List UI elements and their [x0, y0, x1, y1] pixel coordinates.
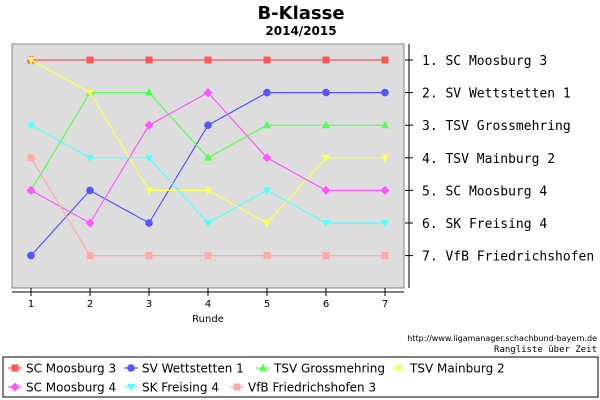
footer-url: http://www.ligamanager.schachbund-bayern… [407, 334, 597, 343]
rank-label: 6. SK Freising 4 [422, 217, 547, 232]
legend-label: TSV Grossmehring [273, 362, 385, 376]
data-point [263, 252, 271, 260]
series-tsv-mainburg-2 [27, 57, 389, 228]
data-point [204, 252, 212, 260]
right-axis: 1. SC Moosburg 3 2. SV Wettstetten 1 3. TS… [405, 44, 600, 288]
series-sk-freising-4 [27, 122, 389, 228]
series-vfb-friedrichshofen-3 [27, 154, 389, 260]
data-point [204, 121, 212, 129]
rank-label: 7. VfB Friedrichshofen 3 [422, 250, 600, 265]
x-tick-label: 5 [264, 299, 270, 310]
x-axis-label: Runde [192, 314, 224, 325]
legend-item: SC Moosburg 3 [8, 362, 116, 376]
legend-item: TSV Mainburg 2 [392, 362, 505, 376]
series-layer [26, 56, 390, 260]
data-point [204, 187, 212, 195]
series-sc-moosburg-4 [26, 88, 390, 228]
legend-item: SC Moosburg 4 [8, 381, 116, 395]
data-point [204, 56, 212, 64]
data-point [381, 88, 389, 97]
data-point [27, 251, 35, 260]
data-point [86, 89, 94, 98]
data-point [262, 153, 272, 163]
x-axis: 1 2 3 4 5 6 7 [12, 288, 404, 310]
data-point [322, 220, 330, 228]
x-tick-label: 7 [382, 299, 388, 310]
data-point [263, 120, 271, 129]
data-point [381, 154, 389, 163]
chart-subtitle: 2014/2015 [265, 24, 336, 38]
legend-marker [127, 364, 135, 372]
data-point [145, 154, 153, 163]
rank-label: 3. TSV Grossmehring [422, 119, 571, 134]
data-point [322, 154, 330, 163]
legend-item: SV Wettstetten 1 [124, 362, 244, 376]
legend-label: TSV Mainburg 2 [409, 362, 505, 376]
data-point [204, 153, 212, 161]
series-sv-wettstetten-1 [27, 88, 389, 260]
x-tick-label: 6 [323, 299, 329, 310]
data-point [27, 154, 35, 162]
data-point [263, 56, 271, 64]
data-point [322, 56, 330, 64]
data-point [85, 218, 95, 228]
plot-area [11, 43, 405, 289]
x-tick-label: 1 [28, 299, 34, 310]
data-point [144, 120, 154, 130]
data-point [263, 220, 271, 228]
rank-label: 1. SC Moosburg 3 [422, 54, 547, 69]
data-point [203, 88, 213, 98]
rank-label: 5. SC Moosburg 4 [422, 184, 547, 199]
series-sc-moosburg-3 [27, 56, 389, 64]
data-point [204, 220, 212, 228]
data-point [86, 186, 94, 195]
legend-label: SC Moosburg 4 [26, 381, 116, 395]
legend-label: VfB Friedrichshofen 3 [248, 381, 376, 395]
data-point [86, 252, 94, 260]
data-point [86, 56, 94, 64]
legend-marker [259, 363, 267, 371]
data-point [27, 122, 35, 130]
rank-label: 4. TSV Mainburg 2 [422, 152, 555, 167]
data-point [86, 154, 94, 163]
x-tick-label: 3 [146, 299, 152, 310]
legend-marker [10, 382, 20, 392]
data-point [381, 56, 389, 64]
data-point [263, 88, 271, 97]
data-point [145, 56, 153, 64]
legend-label: SK Freising 4 [142, 381, 219, 395]
data-point [145, 252, 153, 260]
data-point [322, 88, 330, 97]
footer-note: Rangliste über Zeit [494, 345, 597, 355]
data-point [381, 220, 389, 228]
data-point [322, 252, 330, 260]
legend-marker [11, 364, 19, 372]
data-point [145, 187, 153, 195]
x-tick-label: 4 [205, 299, 211, 310]
legend-label: SC Moosburg 3 [26, 362, 116, 376]
data-point [145, 219, 153, 227]
legend-label: SV Wettstetten 1 [142, 362, 244, 376]
data-point [322, 120, 330, 129]
rank-label: 2. SV Wettstetten 1 [422, 87, 571, 102]
legend-box [2, 356, 599, 398]
data-point [380, 185, 390, 195]
data-point [263, 187, 271, 195]
data-point [27, 57, 35, 65]
data-point [321, 185, 331, 195]
legend: SC Moosburg 3 SV Wettstetten 1 TSV Grossme… [8, 362, 505, 395]
data-point [381, 252, 389, 260]
data-point [381, 120, 389, 129]
legend-item: TSV Grossmehring [256, 362, 385, 376]
data-point [145, 88, 153, 96]
chart-title: B-Klasse [257, 3, 344, 24]
x-tick-label: 2 [87, 299, 93, 310]
legend-item: SK Freising 4 [124, 381, 219, 395]
data-point [26, 185, 36, 195]
legend-item: VfB Friedrichshofen 3 [230, 381, 376, 395]
legend-marker [233, 383, 241, 391]
legend-marker [127, 384, 135, 392]
legend-marker [395, 365, 403, 373]
